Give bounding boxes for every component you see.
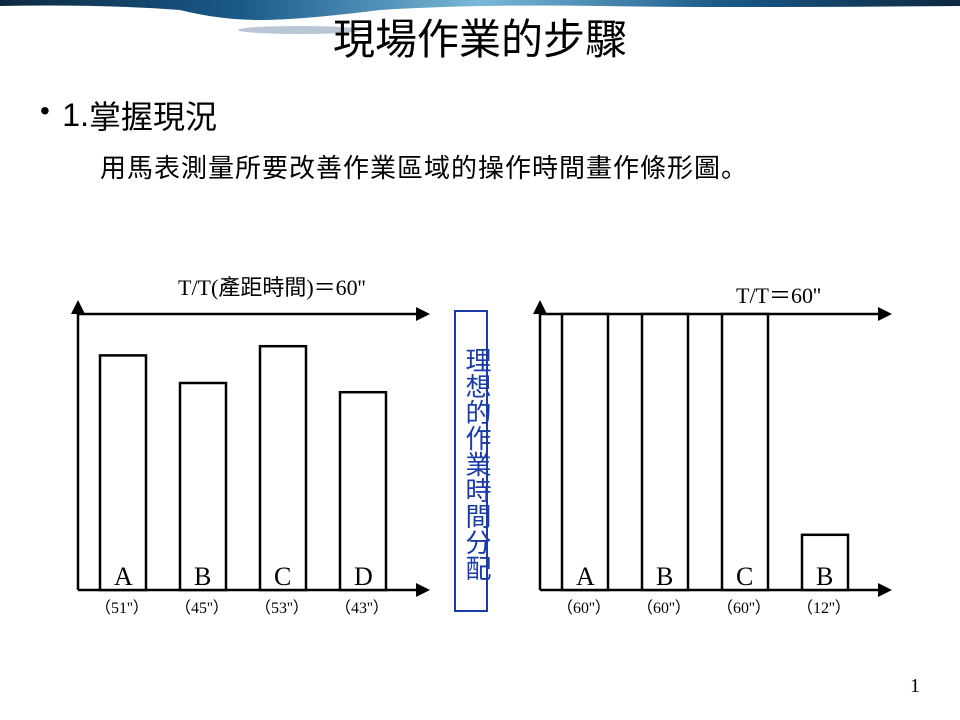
bar-value: （12''） [797,594,851,618]
slide: 現場作業的步驟 • 1.掌握現況 用馬表測量所要改善作業區域的操作時間畫作條形圖… [0,0,960,720]
bar-value: （60''） [717,594,771,618]
bullet-1: • 1.掌握現況 [40,92,217,138]
bar-label: B [656,562,673,592]
bullet-number: 1. [62,97,89,134]
bar-label: A [576,562,595,592]
description-text: 用馬表測量所要改善作業區域的操作時間畫作條形圖。 [100,148,748,185]
bar-label: B [816,562,833,592]
page-number: 1 [910,675,920,698]
bar-label: C [274,562,291,592]
bar-label: C [736,562,753,592]
bar-label: D [354,562,373,592]
bar-value: （45''） [175,594,229,618]
slide-title: 現場作業的步驟 [0,6,960,67]
bar-value: （60''） [637,594,691,618]
bar-value: （53''） [255,594,309,618]
bullet-text: 掌握現況 [89,92,217,138]
bar-value: （43''） [335,594,389,618]
vertical-label-text: 理想的作業時間分配 [456,324,490,604]
bar-value: （60''） [557,594,611,618]
bar-value: （51''） [95,594,149,618]
vertical-label-box: 理想的作業時間分配 [454,310,488,612]
bar-label: B [194,562,211,592]
bar-label: A [114,562,133,592]
bullet-dot-icon: • [40,95,50,127]
